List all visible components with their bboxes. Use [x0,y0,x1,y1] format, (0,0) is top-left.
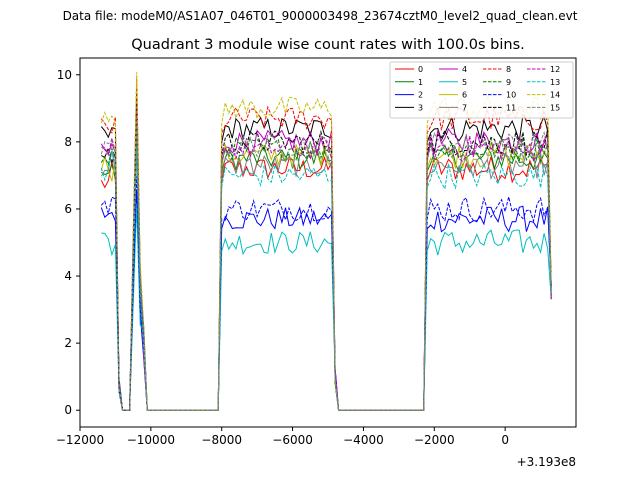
series-line-15 [100,117,552,411]
chart-suptitle: Data file: modeM0/AS1A07_046T01_90000034… [63,9,578,23]
y-tick-label: 0 [64,403,72,417]
y-tick-label: 4 [64,269,72,283]
x-tick-label: −8000 [201,433,242,447]
series-line-9 [100,122,552,411]
legend-label-9: 9 [506,78,511,87]
x-offset-label: +3.193e8 [517,455,576,469]
legend-label-15: 15 [550,103,560,112]
legend-label-1: 1 [418,78,423,87]
legend-box [389,61,574,119]
y-tick-label: 8 [64,135,72,149]
legend-label-3: 3 [418,103,423,112]
x-tick-label: −12000 [56,433,104,447]
y-tick-label: 6 [64,202,72,216]
series-line-5 [101,203,552,411]
legend-label-8: 8 [506,65,511,74]
x-tick-label: −4000 [343,433,384,447]
legend-label-11: 11 [506,103,516,112]
x-tick-label: −10000 [127,433,175,447]
series-line-10 [100,176,552,411]
x-tick-label: −6000 [272,433,313,447]
legend-label-5: 5 [462,78,467,87]
series-line-12 [101,107,552,411]
y-tick-label: 2 [64,336,72,350]
legend-label-14: 14 [550,91,560,100]
legend-label-13: 13 [550,78,560,87]
x-tick-label: 0 [501,433,509,447]
legend-label-0: 0 [418,65,423,74]
x-tick-label: −2000 [414,433,455,447]
legend-label-2: 2 [418,91,423,100]
legend-label-12: 12 [550,65,560,74]
y-tick-label: 10 [57,68,72,82]
chart-title: Quadrant 3 module wise count rates with … [131,37,525,53]
legend-label-4: 4 [462,65,467,74]
legend-label-7: 7 [462,103,467,112]
legend-label-10: 10 [506,91,516,100]
plot-frame [79,57,577,428]
legend-label-6: 6 [462,91,467,100]
